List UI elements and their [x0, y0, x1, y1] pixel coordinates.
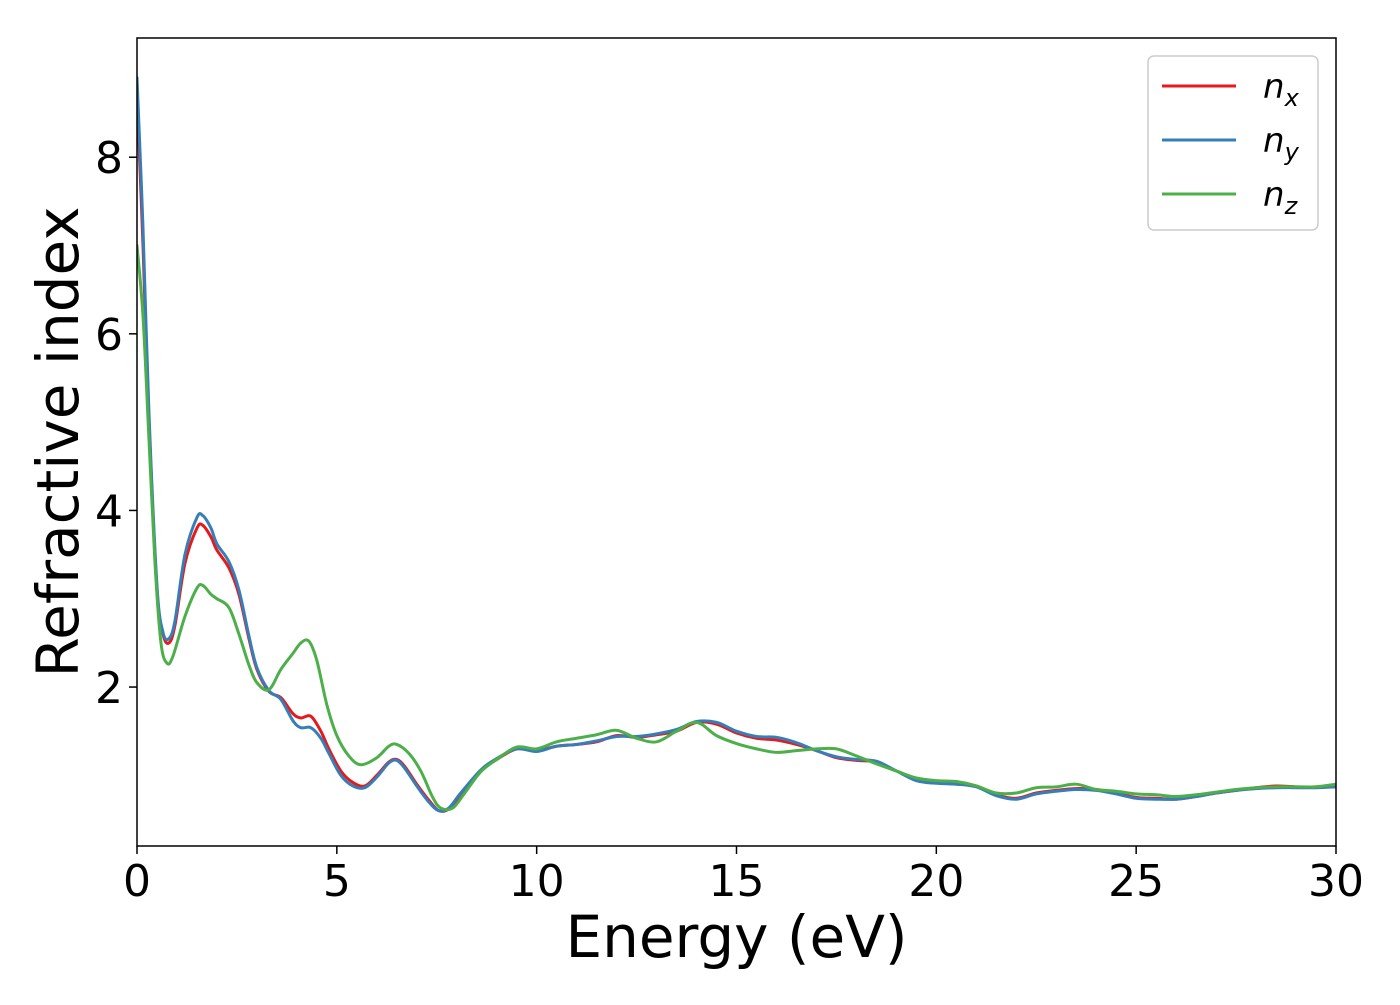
x-axis: 0 5 10 15 20 25 30 [123, 846, 1364, 907]
x-tick-label: 20 [908, 856, 964, 907]
x-tick-label: 30 [1308, 856, 1364, 907]
y-axis: 2 4 6 8 [95, 133, 137, 714]
y-axis-label: Refractive index [24, 206, 92, 677]
x-tick-label: 10 [509, 856, 565, 907]
x-tick-label: 15 [709, 856, 765, 907]
y-tick-label: 6 [95, 310, 123, 361]
legend: nx ny nz [1147, 55, 1319, 231]
series-line-y [137, 76, 1336, 813]
x-tick-label: 5 [323, 856, 351, 907]
legend-label-z: nz [1263, 175, 1299, 220]
x-tick-label: 25 [1108, 856, 1164, 907]
x-axis-label: Energy (eV) [565, 903, 907, 971]
x-tick-label: 0 [123, 856, 151, 907]
y-tick-label: 4 [95, 486, 123, 537]
series-group [137, 76, 1336, 813]
y-tick-label: 8 [95, 133, 123, 184]
legend-box [1147, 55, 1319, 231]
y-tick-label: 2 [95, 663, 123, 714]
series-line-z [137, 244, 1336, 812]
legend-label-x: nx [1263, 67, 1300, 112]
legend-label-y: ny [1263, 121, 1300, 166]
